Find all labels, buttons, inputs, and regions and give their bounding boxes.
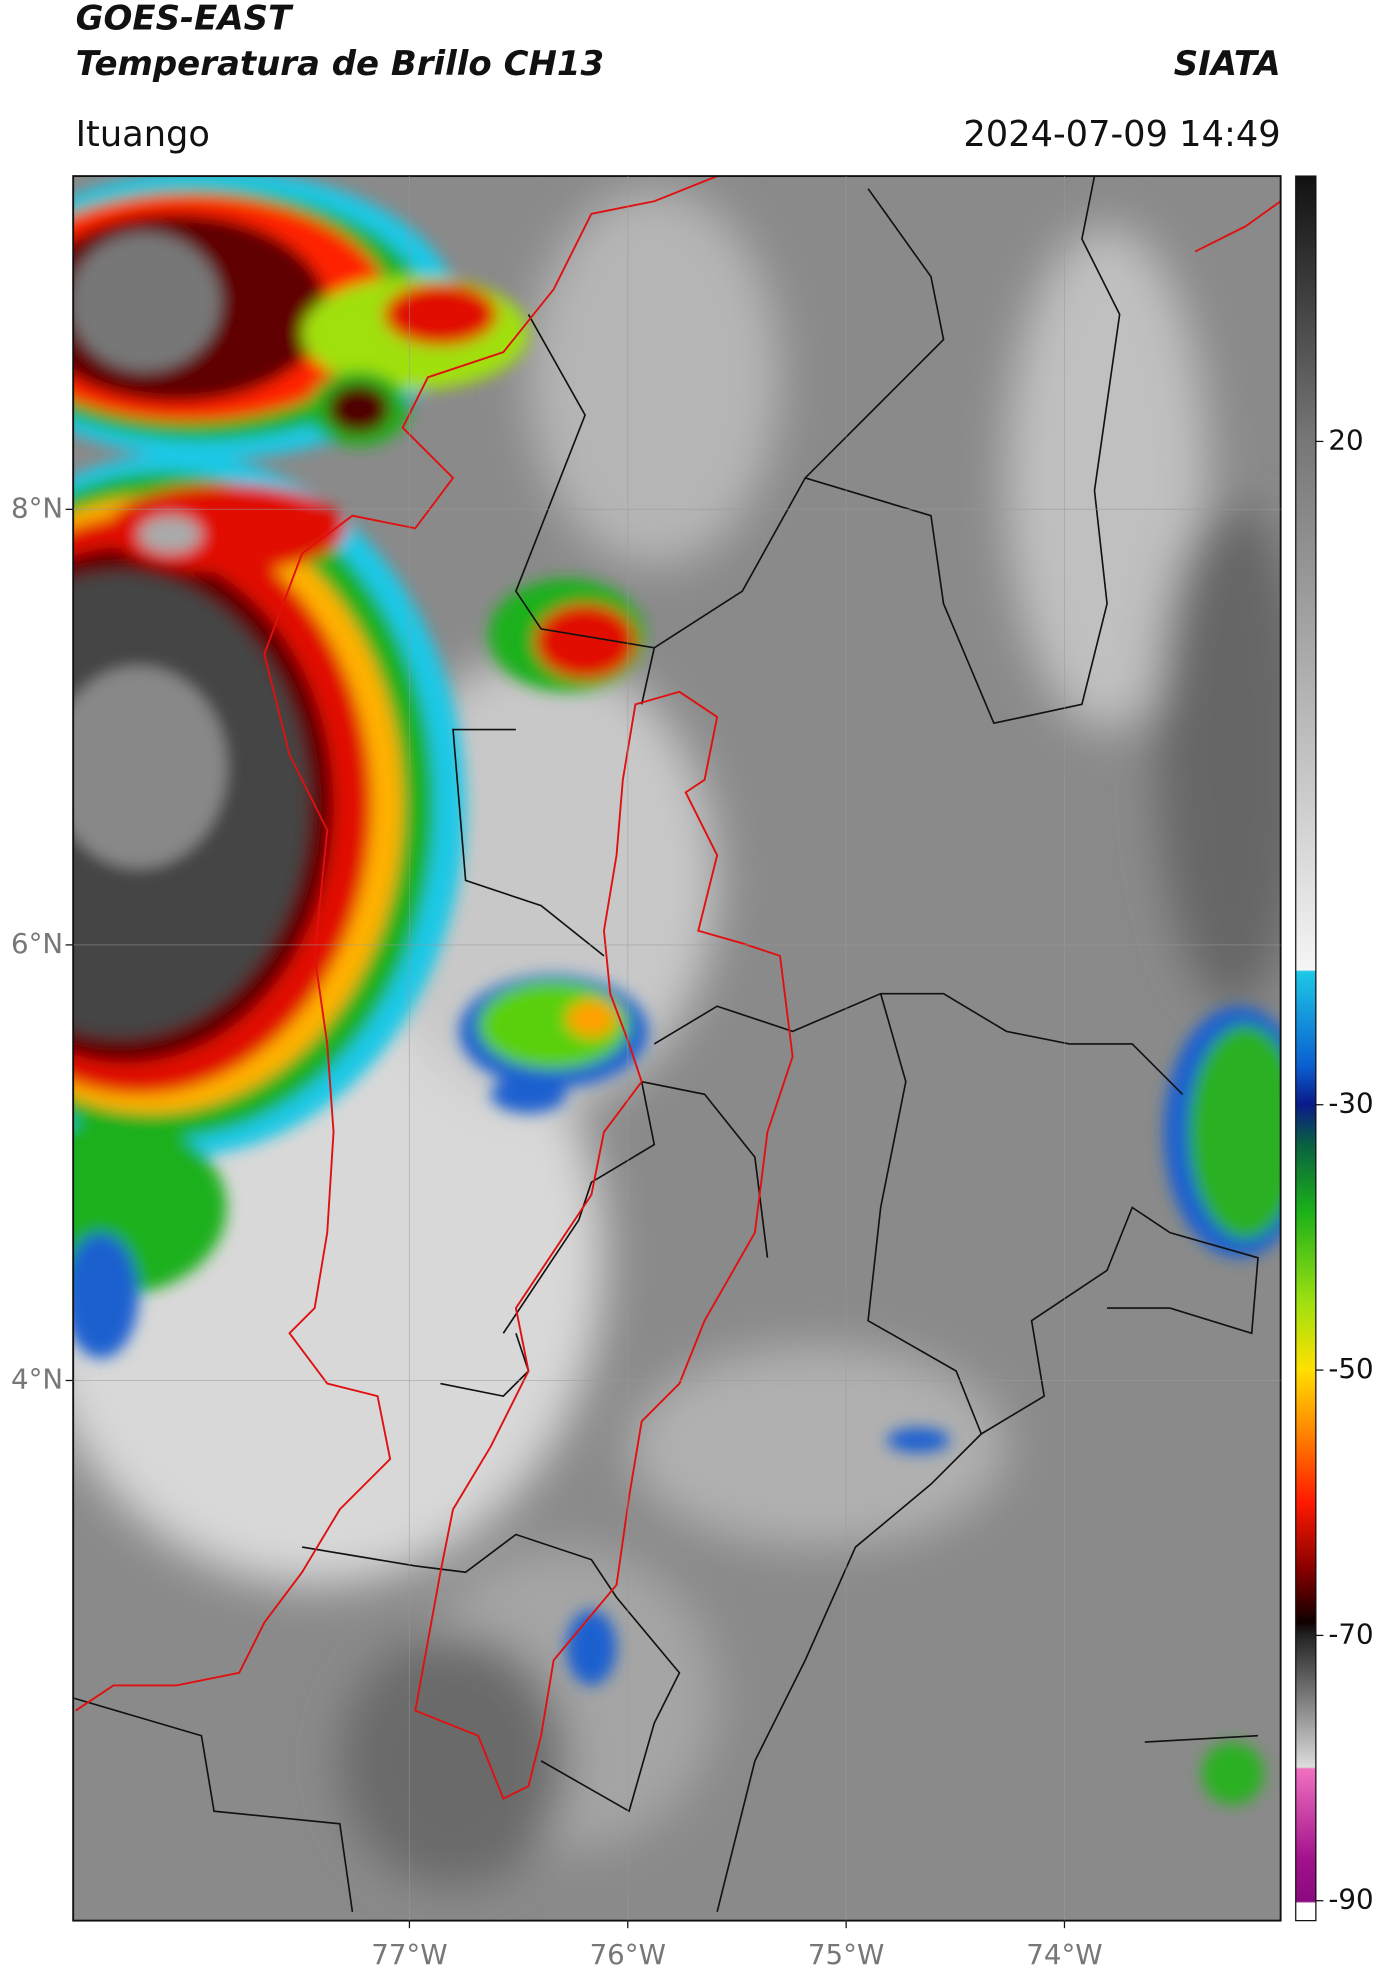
colorbar-tick-label: 20: [1328, 423, 1363, 456]
x-tick-label: 75°W: [808, 1938, 884, 1971]
colorbar-tick-label: -70: [1328, 1617, 1373, 1650]
location: Ituango: [76, 114, 210, 155]
x-tick-label: 74°W: [1026, 1938, 1102, 1971]
y-tick-label: 6°N: [11, 927, 63, 960]
title: GOES-EAST: [76, 0, 294, 39]
colorbar-tick-label: -30: [1328, 1087, 1373, 1120]
axes: 77°W 76°W 75°W 74°W 8°N 6°N 4°N 20 -30 -50 -70 -90: [11, 176, 1374, 1971]
y-tick-label: 4°N: [11, 1362, 63, 1395]
datetime: 2024-07-09 14:49: [963, 114, 1280, 155]
colorbar-tick-label: -90: [1328, 1883, 1373, 1916]
brand: SIATA: [1174, 44, 1281, 84]
satellite-image: [73, 176, 1281, 1921]
colorbar-tick-label: -50: [1328, 1352, 1373, 1385]
x-tick-label: 76°W: [590, 1938, 666, 1971]
subtitle: Temperatura de Brillo CH13: [76, 44, 604, 84]
x-tick-label: 77°W: [371, 1938, 447, 1971]
y-tick-label: 8°N: [11, 491, 63, 524]
colorbar: [1295, 175, 1317, 1922]
map-frame: [72, 175, 1282, 1922]
